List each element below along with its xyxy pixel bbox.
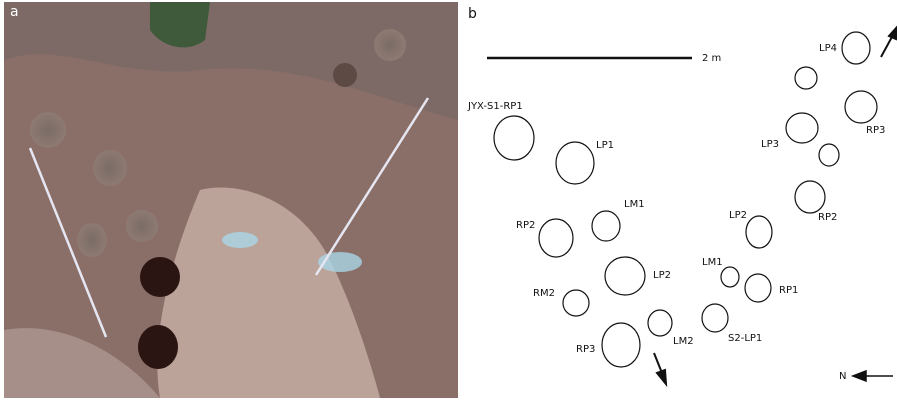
footprint: [845, 91, 877, 123]
footprint-label: LP3: [761, 139, 779, 150]
track-pit: [333, 63, 357, 87]
footprint-label: LP1: [596, 140, 614, 151]
north-arrow: [853, 371, 893, 381]
track-pit: [374, 29, 406, 61]
footprint: [746, 216, 772, 248]
footprint-label: LM1: [624, 199, 645, 210]
footprint: [795, 181, 825, 213]
figure: a b 2 m JYX-S1-RP1 LP1 LP4 RP3 LP3 RP2 L…: [0, 0, 897, 401]
north-label: N: [839, 371, 846, 382]
footprint: [786, 113, 818, 143]
footprint-label: LM2: [673, 336, 694, 347]
photo-panel: a: [4, 2, 458, 398]
panel-label: b: [468, 6, 477, 22]
blue-mark: [222, 232, 258, 248]
footprint-label: RP3: [866, 125, 885, 136]
footprint: [556, 142, 594, 184]
panel-label: a: [10, 4, 19, 20]
scale-label: 2 m: [702, 53, 721, 64]
footprint: [539, 219, 573, 257]
footprint-label: LM1: [702, 257, 723, 268]
footprint-label: RM2: [533, 288, 555, 299]
footprint: [648, 310, 672, 336]
direction-arrow: [654, 353, 666, 384]
diagram-panel: b 2 m JYX-S1-RP1 LP1 LP4 RP3 LP3 RP2 LM1…: [467, 6, 897, 384]
footprint-label: S2-LP1: [728, 333, 762, 344]
track-pit: [30, 112, 66, 148]
footprint: [842, 32, 870, 64]
water-pit: [138, 325, 178, 369]
footprint-label: RP3: [576, 344, 595, 355]
footprint-label: JYX-S1-RP1: [467, 101, 523, 112]
footprint: [602, 323, 640, 367]
footprint-label: RP2: [516, 220, 535, 231]
footprint: [494, 116, 534, 160]
footprint: [605, 257, 645, 295]
track-pit: [93, 150, 127, 186]
footprint-label: LP2: [653, 270, 671, 281]
footprint: [592, 211, 620, 241]
footprint: [745, 274, 771, 302]
water-pit: [140, 257, 180, 297]
footprint: [721, 267, 739, 287]
footprint-label: RP2: [818, 212, 837, 223]
footprint: [819, 144, 839, 166]
track-pit: [126, 210, 158, 242]
footprint-label: LP2: [729, 210, 747, 221]
footprint-label: RP1: [779, 285, 798, 296]
footprint: [795, 67, 817, 89]
direction-arrow: [881, 27, 897, 57]
footprint-label: LP4: [819, 43, 837, 54]
footprint: [702, 304, 728, 332]
footprint: [563, 290, 589, 316]
track-pit: [77, 223, 107, 257]
